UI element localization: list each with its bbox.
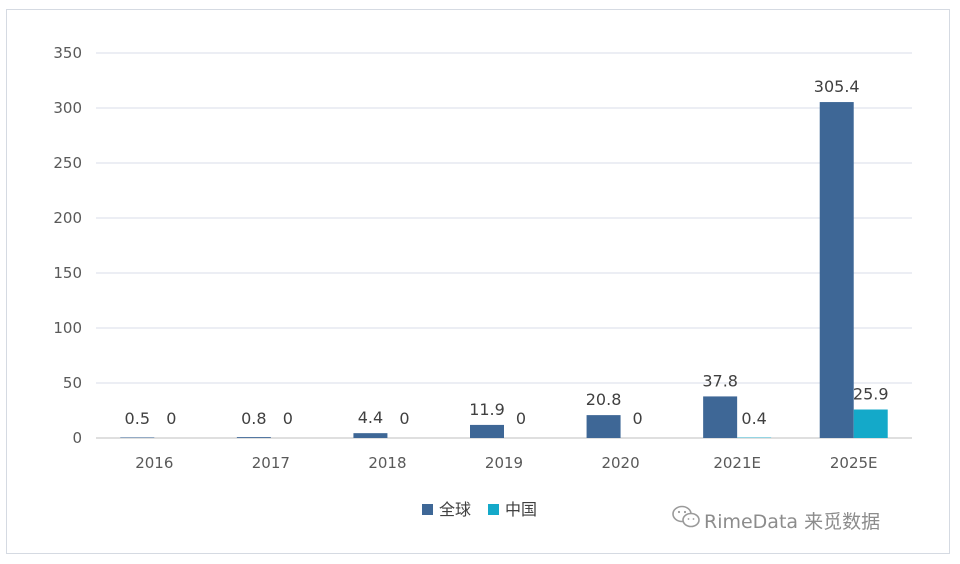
legend-swatch: [488, 504, 499, 515]
data-label: 37.8: [702, 371, 738, 390]
y-tick-label: 0: [72, 429, 82, 447]
chart-frame: [6, 9, 950, 554]
x-tick-label: 2017: [252, 454, 290, 472]
watermark-text: RimeData 来觅数据: [704, 511, 880, 533]
legend: 全球 中国: [422, 500, 537, 519]
y-tick-label: 100: [53, 319, 82, 337]
bar-global-2021E: [703, 396, 738, 438]
data-label: 0: [399, 409, 409, 428]
x-axis-ticks: 2016 2017 2018 2019 2020 2021E 2025E: [135, 454, 877, 472]
data-label: 0: [632, 409, 642, 428]
y-tick-label: 50: [63, 374, 82, 392]
bar-china-2025E: [853, 409, 888, 438]
bar-global-2025E: [819, 102, 854, 438]
data-label: 11.9: [469, 400, 505, 419]
data-label: 0: [516, 409, 526, 428]
data-label: 4.4: [358, 408, 383, 427]
data-labels: 0.5 0 0.8 0 4.4 0 11.9 0 20.8 0 37.80.4 305.4 25.9: [125, 77, 889, 428]
legend-label: 中国: [505, 500, 537, 519]
y-axis-ticks: 0 50 100 150 200 250 300 350: [53, 44, 82, 447]
legend-label: 全球: [439, 500, 471, 519]
data-label: 0.8: [241, 409, 266, 428]
data-label: 0.4: [741, 409, 766, 428]
data-label: 305.4: [814, 77, 860, 96]
y-tick-label: 350: [53, 44, 82, 62]
bar-global-2019: [470, 424, 504, 438]
x-tick-label: 2020: [601, 454, 639, 472]
y-tick-label: 200: [53, 209, 82, 227]
gridlines: [96, 52, 912, 439]
data-label: 25.9: [853, 385, 889, 404]
data-label: 20.8: [586, 390, 622, 409]
data-label: 0.5: [125, 409, 150, 428]
watermark: RimeData 来觅数据: [672, 505, 880, 533]
data-label: 0: [283, 409, 293, 428]
y-tick-label: 300: [53, 99, 82, 117]
data-label: 0: [166, 409, 176, 428]
wechat-icon: [672, 505, 700, 528]
x-tick-label: 2021E: [713, 454, 761, 472]
bars: [120, 102, 888, 438]
y-tick-label: 250: [53, 154, 82, 172]
y-tick-label: 150: [53, 264, 82, 282]
bar-global-2017: [236, 437, 271, 438]
x-tick-label: 2019: [485, 454, 523, 472]
legend-swatch: [422, 504, 433, 515]
x-tick-label: 2016: [135, 454, 173, 472]
bar-global-2016: [120, 437, 155, 438]
x-tick-label: 2025E: [830, 454, 878, 472]
bar-global-2018: [353, 433, 388, 438]
x-tick-label: 2018: [368, 454, 406, 472]
bar-global-2020: [586, 415, 621, 438]
